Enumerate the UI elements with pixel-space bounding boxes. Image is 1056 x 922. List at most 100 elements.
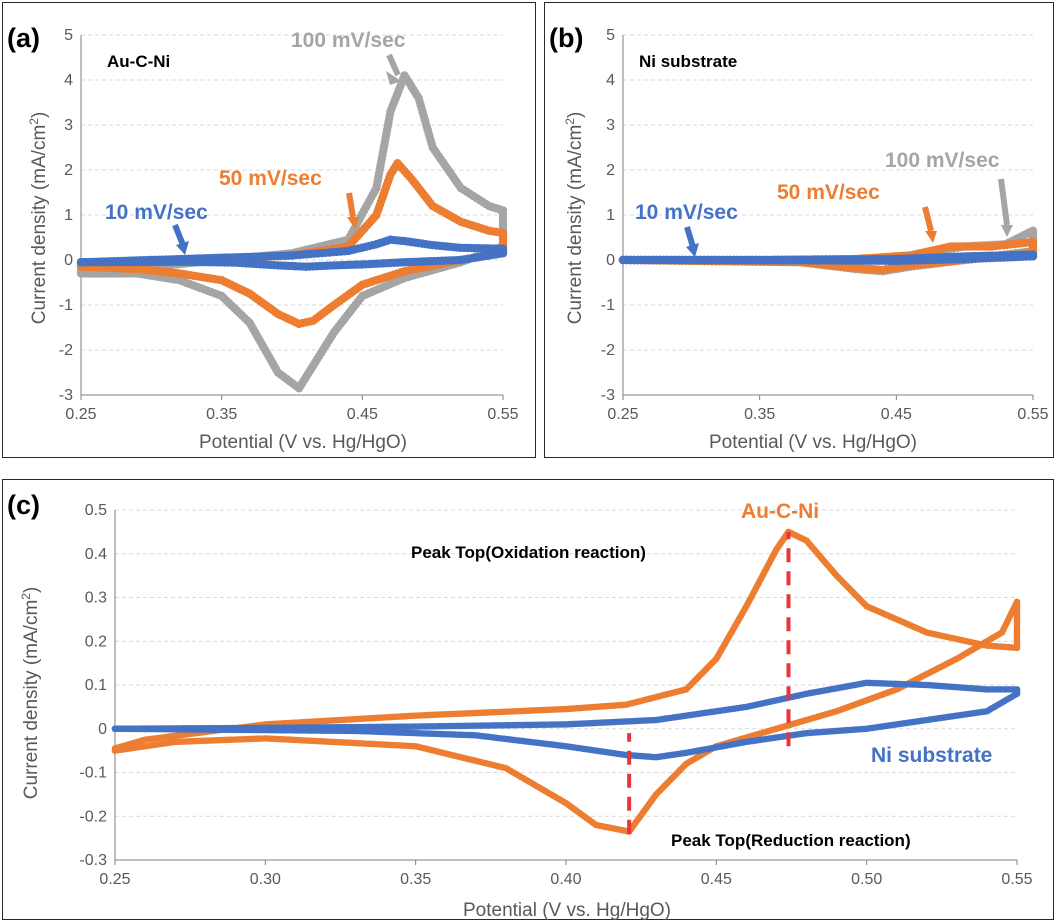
chart-c-x-tick-label: 0.45: [701, 871, 732, 888]
chart-a-y-tick-label: -2: [59, 342, 73, 359]
chart-c-y-tick-label: 0.3: [85, 590, 107, 607]
arrow-10-a-head: [176, 241, 189, 255]
chart-a-y-tick-label: 5: [64, 27, 73, 44]
chart-a-series: [76, 71, 508, 393]
chart-b-svg: -3 -2 -1 0 1 2 3 4 5 0.25 0.35 0.45 0.55 (b) Ni sub…: [549, 23, 1049, 453]
chart-b-y-tick-label: 5: [606, 27, 615, 44]
chart-c-point: [111, 747, 119, 754]
chart-b-y-ticks: -3 -2 -1 0 1 2 3 4 5: [601, 27, 615, 404]
chart-c-x-tick-label: 0.55: [1001, 871, 1032, 888]
chart-a-x-ticks: 0.25 0.35 0.45 0.55: [65, 395, 519, 423]
panel-c: -0.3 -0.2 -0.1 0 0.1 0.2 0.3 0.4 0.5 0.25 0.30 0.3…: [2, 479, 1054, 921]
chart-a-y-tick-label: 3: [64, 117, 73, 134]
chart-b-x-tick-label: 0.35: [744, 406, 775, 423]
chart-b-y-tick-label: -1: [601, 297, 615, 314]
chart-b-x-tick-label: 0.55: [1017, 406, 1048, 423]
chart-b-series-blue: [618, 250, 1038, 266]
arrow-100-a-head: [386, 71, 401, 85]
chart-a-label-50: 50 mV/sec: [219, 167, 322, 190]
chart-a-point: [76, 269, 86, 278]
chart-c-x-tick-label: 0.50: [851, 871, 882, 888]
chart-a-x-tick-label: 0.25: [65, 406, 96, 423]
arrow-10-a: [172, 223, 186, 247]
panel-a: -3 -2 -1 0 1 2 3 4 5 0.25 0.35 0.45 0.55 (a) Au-C-N…: [2, 2, 536, 458]
chart-c-series: [111, 528, 1021, 835]
chart-c-x-tick-label: 0.40: [550, 871, 581, 888]
chart-a-y-tick-label: -1: [59, 297, 73, 314]
chart-a-ylabel-end: ): [29, 112, 50, 118]
chart-c-series-label-auc-ni: Au-C-Ni: [741, 500, 819, 523]
chart-b-ylabel-end: ): [565, 112, 586, 118]
chart-b-x-tick-label: 0.45: [881, 406, 912, 423]
chart-a-label-100: 100 mV/sec: [291, 29, 406, 52]
chart-c-ylabel-sup: 2: [19, 593, 33, 600]
chart-c-xlabel: Potential (V vs. Hg/HgO): [463, 900, 671, 921]
chart-c-series-orange: [111, 528, 1021, 835]
chart-c-y-tick-label: 0.4: [85, 546, 107, 563]
chart-a-title: Au-C-Ni: [107, 52, 170, 71]
chart-c-y-tick-label: 0.2: [85, 633, 107, 650]
chart-c-y-tick-label: -0.3: [79, 852, 107, 869]
arrow-50-b-head: [925, 231, 937, 243]
panel-label-c: (c): [7, 490, 40, 520]
chart-c-annot-reduction: Peak Top(Reduction reaction): [671, 831, 911, 850]
chart-b-title: Ni substrate: [639, 52, 737, 71]
chart-a-y-tick-label: 4: [64, 72, 73, 89]
arrow-50-b: [922, 206, 934, 232]
chart-a-x-tick-label: 0.55: [487, 406, 518, 423]
panel-label-a: (a): [7, 23, 40, 53]
chart-b-ylabel-sup: 2: [563, 118, 577, 125]
panel-label-b: (b): [549, 23, 583, 53]
chart-c-y-tick-label: 0.1: [85, 677, 107, 694]
chart-c-x-tick-label: 0.35: [400, 871, 431, 888]
chart-a-x-tick-label: 0.35: [206, 406, 237, 423]
chart-a-label-10: 10 mV/sec: [105, 201, 208, 224]
chart-b-label-50: 50 mV/sec: [777, 181, 880, 204]
chart-a-series-blue: [76, 235, 508, 271]
chart-a-ylabel-main: Current density (mA/cm: [29, 125, 50, 325]
chart-c-series-blue: [111, 679, 1021, 761]
arrow-10-b-head: [686, 243, 699, 257]
chart-a-svg: -3 -2 -1 0 1 2 3 4 5 0.25 0.35 0.45 0.55 (a) Au-C-N…: [7, 23, 519, 453]
chart-b-y-tick-label: -2: [601, 342, 615, 359]
arrow-50-a-head: [347, 217, 359, 229]
chart-c-series-label-ni: Ni substrate: [871, 744, 992, 767]
chart-c-y-tick-label: 0: [98, 721, 107, 738]
chart-b-series: [618, 226, 1038, 276]
chart-c-ylabel-end: ): [21, 587, 42, 593]
chart-b-x-ticks: 0.25 0.35 0.45 0.55: [607, 395, 1049, 423]
chart-a-series-gray: [76, 71, 508, 393]
chart-b-label-10: 10 mV/sec: [635, 201, 738, 224]
chart-c-ylabel-main: Current density (mA/cm: [21, 600, 42, 800]
chart-b-ylabel: Current density (mA/cm2): [563, 112, 586, 325]
chart-a-ylabel: Current density (mA/cm2): [27, 112, 50, 325]
chart-a-y-tick-label: 0: [64, 252, 73, 269]
chart-b-y-tick-label: 4: [606, 72, 615, 89]
chart-c-y-tick-label: 0.5: [85, 502, 107, 519]
chart-b-x-tick-label: 0.25: [607, 406, 638, 423]
chart-c-ylabel: Current density (mA/cm2): [19, 587, 42, 800]
chart-a-y-tick-label: 2: [64, 162, 73, 179]
chart-a-y-ticks: -3 -2 -1 0 1 2 3 4 5: [59, 27, 73, 404]
chart-a-ylabel-sup: 2: [27, 118, 41, 125]
chart-c-point: [111, 725, 119, 733]
chart-a-x-tick-label: 0.45: [347, 406, 378, 423]
arrow-100-b: [998, 178, 1010, 226]
chart-b-y-tick-label: 2: [606, 162, 615, 179]
chart-b-xlabel: Potential (V vs. Hg/HgO): [709, 432, 917, 453]
chart-b-y-tick-label: 0: [606, 252, 615, 269]
chart-c-x-tick-label: 0.30: [250, 871, 281, 888]
chart-b-ylabel-main: Current density (mA/cm: [565, 125, 586, 325]
arrow-50-a: [346, 192, 356, 218]
chart-b-y-tick-label: 1: [606, 207, 615, 224]
chart-b-y-tick-label: -3: [601, 387, 615, 404]
chart-a-xlabel: Potential (V vs. Hg/HgO): [199, 432, 407, 453]
chart-c-peak-lines: [627, 531, 791, 834]
chart-a-y-tick-label: -3: [59, 387, 73, 404]
chart-a-point: [76, 258, 86, 267]
chart-b-arrows: [684, 178, 1013, 257]
chart-c-x-ticks: 0.25 0.30 0.35 0.40 0.45 0.50 0.55: [99, 860, 1033, 888]
chart-c-annot-oxidation: Peak Top(Oxidation reaction): [411, 543, 646, 562]
arrow-10-b: [684, 226, 696, 248]
arrow-100-a: [386, 53, 401, 77]
